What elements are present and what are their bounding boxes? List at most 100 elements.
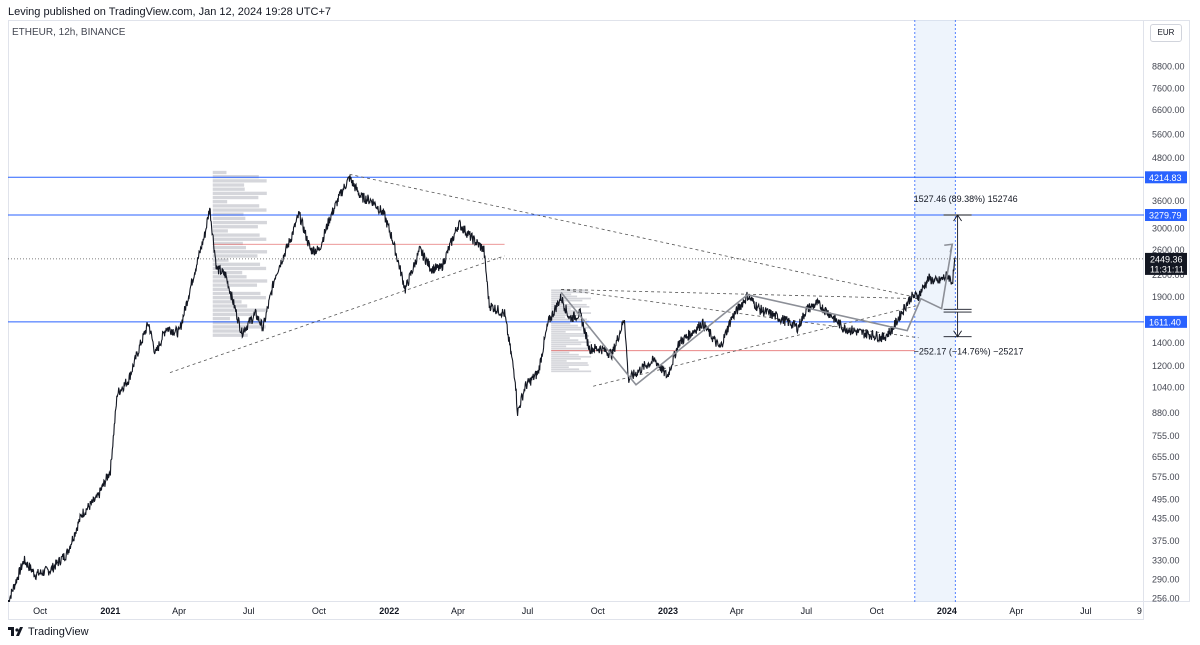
- time-tick-label: Apr: [1009, 606, 1023, 616]
- volume-profile-bar: [551, 368, 580, 371]
- time-tick-label: Oct: [312, 606, 327, 616]
- volume-profile-bar: [212, 254, 258, 258]
- price-series-line: [8, 174, 956, 602]
- volume-profile-bar: [212, 304, 248, 308]
- volume-profile-bar: [551, 366, 569, 368]
- volume-profile-bar: [212, 333, 248, 337]
- volume-profile-bar: [212, 208, 267, 212]
- level-label-text: 1611.40: [1149, 317, 1181, 327]
- volume-profile-bar: [551, 343, 582, 346]
- volume-profile-bar: [551, 341, 592, 344]
- volume-profile-bar: [212, 312, 257, 317]
- volume-profile-bar: [212, 220, 267, 225]
- level-label-text: 4214.83: [1149, 173, 1182, 183]
- volume-profile-bar: [551, 324, 578, 327]
- currency-button[interactable]: EUR: [1150, 24, 1182, 42]
- price-tick-label: 330.00: [1152, 555, 1180, 565]
- volume-profile-bar: [212, 316, 230, 321]
- bar-countdown-label: 11:31:11: [1150, 264, 1184, 274]
- price-tick-label: 1200.00: [1152, 361, 1185, 371]
- price-tick-label: 375.00: [1152, 536, 1180, 546]
- volume-profile-bar: [551, 358, 581, 360]
- volume-profile-bar: [212, 291, 261, 296]
- volume-profile-bar: [551, 335, 590, 337]
- time-tick-label: Apr: [172, 606, 186, 616]
- volume-profile-bar: [212, 241, 243, 246]
- volume-profile-bar: [212, 237, 267, 241]
- price-tick-label: 3000.00: [1152, 223, 1185, 233]
- volume-profile-bar: [551, 345, 567, 348]
- volume-profile-bar: [551, 322, 571, 325]
- volume-profile-bar: [551, 353, 579, 356]
- price-tick-label: 2600.00: [1152, 245, 1185, 255]
- price-tick-label: 1900.00: [1152, 292, 1185, 302]
- volume-profile-bar: [212, 187, 245, 191]
- measure-label: 1527.46 (89.38%) 152746: [914, 194, 1018, 204]
- footer-brand: TradingView: [28, 626, 89, 638]
- measure-label: −252.17 (−14.76%) −25217: [914, 347, 1024, 357]
- chart-pane[interactable]: [8, 20, 1144, 602]
- volume-profile-bar: [212, 287, 230, 291]
- time-tick-label: Apr: [730, 606, 744, 616]
- volume-profile-bar: [212, 329, 241, 333]
- volume-profile-bar: [212, 175, 259, 179]
- date-range-highlight: [914, 20, 956, 602]
- volume-profile-bar: [212, 183, 245, 187]
- volume-profile-bar: [551, 316, 566, 319]
- volume-profile-bar: [212, 270, 243, 275]
- current-price-label: 2449.36: [1150, 254, 1183, 264]
- volume-profile-bar: [212, 225, 258, 229]
- volume-profile-bar: [551, 310, 578, 312]
- volume-profile-bar: [551, 312, 592, 314]
- level-label-bg: [1145, 209, 1187, 222]
- volume-profile-bar: [551, 308, 571, 310]
- volume-profile-bar: [212, 179, 267, 183]
- time-tick-label: Jul: [801, 606, 813, 616]
- price-scale[interactable]: [1144, 20, 1190, 602]
- volume-profile-bar: [212, 308, 268, 312]
- volume-profile-bar: [551, 347, 588, 350]
- volume-profile-bar: [212, 258, 229, 262]
- price-tick-label: 1400.00: [1152, 338, 1185, 348]
- volume-profile-bar: [551, 370, 592, 373]
- volume-profile-bar: [551, 314, 582, 316]
- level-label-bg: [1145, 171, 1187, 184]
- tradingview-logo: TradingView: [8, 626, 89, 638]
- volume-profile-bar: [551, 330, 566, 333]
- volume-profile-bar: [551, 364, 589, 366]
- volume-profile-bar: [212, 262, 261, 266]
- price-tick-label: 4800.00: [1152, 153, 1185, 163]
- time-scale[interactable]: [8, 602, 1144, 620]
- measure-arrow: [953, 330, 962, 338]
- publish-info: Leving published on TradingView.com, Jan…: [8, 6, 331, 18]
- trend-line: [349, 173, 919, 299]
- volume-profile-bar: [212, 204, 260, 208]
- time-tick-label: Jul: [243, 606, 255, 616]
- price-tick-label: 256.00: [1152, 593, 1180, 603]
- plot-layer: [8, 20, 1144, 602]
- level-label-text: 3279.79: [1149, 211, 1182, 221]
- volume-profile-bar: [551, 339, 579, 341]
- price-tick-label: 6600.00: [1152, 105, 1185, 115]
- volume-profile-bar: [212, 212, 244, 216]
- volume-profile-bar: [551, 291, 590, 294]
- volume-profile-bar: [212, 195, 259, 200]
- volume-profile-bar: [551, 318, 587, 321]
- trend-line: [169, 255, 505, 373]
- time-tick-label: Oct: [33, 606, 48, 616]
- time-tick-label: Oct: [591, 606, 606, 616]
- price-tick-label: 290.00: [1152, 575, 1180, 585]
- volume-profile-bar: [212, 321, 261, 325]
- trend-line: [561, 288, 919, 339]
- time-tick-label: 2022: [379, 606, 399, 616]
- volume-profile-bar: [212, 170, 227, 175]
- volume-profile-bar: [212, 216, 246, 221]
- volume-profile-bar: [551, 293, 572, 296]
- price-tick-label: 880.00: [1152, 408, 1180, 418]
- volume-profile-bar: [551, 297, 591, 300]
- projection-arrow-head: [944, 243, 954, 253]
- level-label-bg: [1145, 315, 1187, 328]
- time-tick-label: Oct: [870, 606, 885, 616]
- price-tick-label: 3600.00: [1152, 196, 1185, 206]
